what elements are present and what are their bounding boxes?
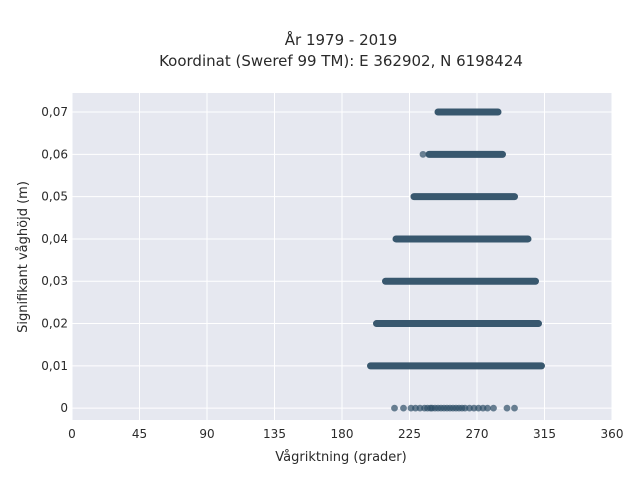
y-tick-label: 0	[60, 401, 68, 415]
chart-subtitle: Koordinat (Sweref 99 TM): E 362902, N 61…	[159, 52, 523, 70]
scatter-point	[400, 404, 407, 412]
x-tick-label: 225	[398, 427, 421, 441]
y-tick-label: 0,05	[41, 190, 68, 204]
y-tick-label: 0,01	[41, 359, 68, 373]
chart-title: År 1979 - 2019	[285, 30, 398, 49]
scatter-point	[490, 404, 497, 412]
y-axis-label: Signifikant våghöjd (m)	[16, 181, 31, 333]
scatter-point	[503, 404, 511, 412]
scatter-point	[419, 150, 427, 158]
y-axis-ticks: 0 0,01 0,02 0,03 0,04 0,05 0,06 0,07	[41, 105, 68, 415]
x-tick-label: 270	[466, 427, 489, 441]
y-tick-label: 0,02	[41, 317, 68, 331]
x-axis-ticks: 0 45 90 135 180 225 270 315 360	[68, 427, 623, 441]
y-tick-label: 0,04	[41, 232, 68, 246]
scatter-point	[511, 404, 518, 412]
x-axis-label: Vågriktning (grader)	[275, 450, 406, 465]
y-tick-label: 0,06	[41, 147, 68, 161]
scatter-point	[391, 404, 398, 412]
scatter-point	[484, 404, 491, 412]
x-tick-label: 315	[533, 427, 556, 441]
x-tick-label: 90	[199, 427, 214, 441]
y-tick-label: 0,07	[41, 105, 68, 119]
x-tick-label: 360	[601, 427, 624, 441]
y-tick-label: 0,03	[41, 274, 68, 288]
data-marks	[367, 108, 545, 412]
x-tick-label: 180	[331, 427, 354, 441]
x-tick-label: 0	[68, 427, 76, 441]
x-tick-label: 45	[132, 427, 147, 441]
x-tick-label: 135	[263, 427, 286, 441]
